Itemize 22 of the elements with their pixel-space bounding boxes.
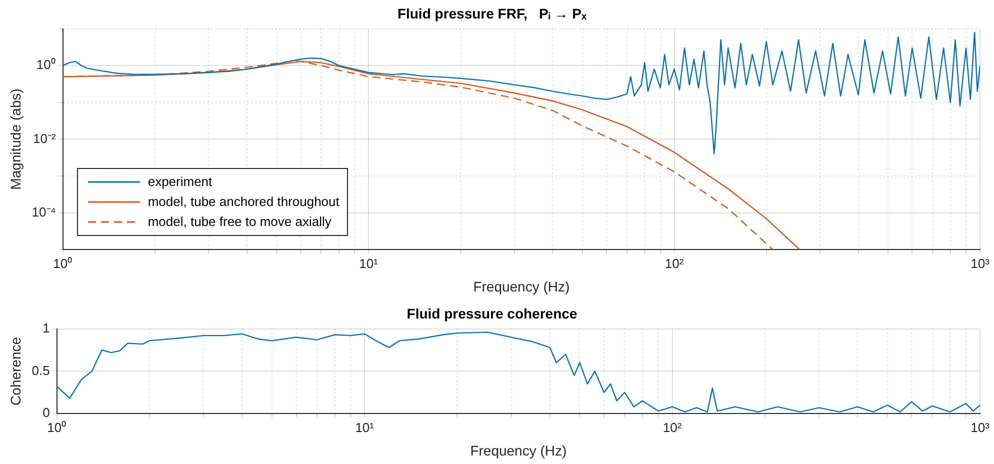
y-axis-title: Coherence	[7, 336, 24, 406]
x-tick-label: 10²	[662, 420, 682, 435]
y-tick-label: 0.5	[32, 362, 50, 378]
y-tick-label: 10⁻²	[33, 130, 57, 146]
x-axis-title: Frequency (Hz)	[470, 442, 567, 458]
y-tick-label: 10⁰	[36, 57, 56, 72]
legend-label: model, tube free to move axially	[148, 214, 332, 230]
legend-label: model, tube anchored throughout	[148, 194, 340, 210]
x-tick-label: 10²	[664, 256, 684, 271]
legend-label: experiment	[148, 174, 212, 190]
chart-title: Fluid pressure FRF, Pᵢ → Pₓ	[397, 5, 588, 22]
x-tick-label: 10⁰	[53, 256, 73, 271]
y-tick-label: 1	[42, 320, 50, 336]
y-axis-title: Magnitude (abs)	[7, 88, 24, 190]
y-tick-label: 10⁻⁴	[32, 204, 56, 220]
x-tick-label: 10¹	[359, 256, 379, 271]
x-tick-label: 10³	[970, 256, 990, 271]
x-tick-label: 10³	[970, 420, 990, 435]
chart-title: Fluid pressure coherence	[406, 305, 578, 322]
x-tick-label: 10¹	[355, 420, 375, 435]
y-tick-label: 0	[42, 405, 50, 420]
x-axis-title: Frequency (Hz)	[473, 278, 570, 294]
